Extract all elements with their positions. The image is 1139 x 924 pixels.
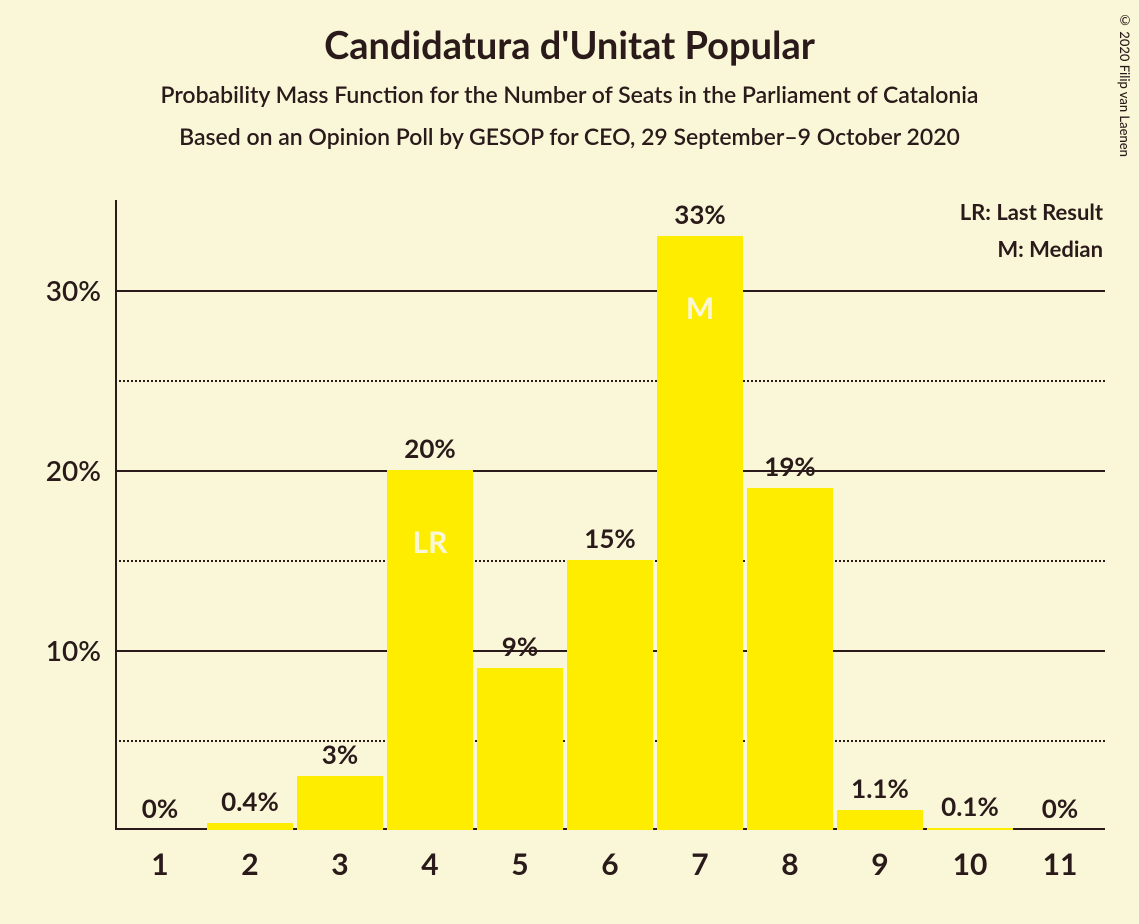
chart-title: Candidatura d'Unitat Popular	[0, 22, 1139, 68]
xtick-label: 8	[781, 830, 798, 882]
bar-value-label: 0%	[142, 792, 178, 830]
copyright-text: © 2020 Filip van Laenen	[1117, 12, 1133, 157]
bar-value-label: 19%	[764, 450, 815, 488]
bar: 19%	[747, 488, 833, 830]
bar-value-label: 0%	[1042, 792, 1078, 830]
chart-container: Candidatura d'Unitat Popular Probability…	[0, 0, 1139, 924]
gridline-major	[115, 470, 1105, 472]
chart-subtitle-1: Probability Mass Function for the Number…	[0, 80, 1139, 108]
bar-value-label: 15%	[584, 522, 635, 560]
bar: 1.1%	[837, 810, 923, 830]
bar: 3%	[297, 776, 383, 830]
title-text: Candidatura d'Unitat Popular	[324, 22, 815, 68]
ytick-label: 30%	[46, 273, 115, 307]
bar-annotation: LR	[413, 524, 448, 560]
bar-value-label: 0.4%	[221, 785, 279, 823]
subtitle1-text: Probability Mass Function for the Number…	[161, 80, 979, 108]
bar-value-label: 20%	[404, 432, 455, 470]
chart-subtitle-2: Based on an Opinion Poll by GESOP for CE…	[0, 122, 1139, 150]
bar: 0.4%	[207, 823, 293, 830]
xtick-label: 11	[1043, 830, 1078, 882]
ytick-label: 10%	[46, 633, 115, 667]
bar-value-label: 3%	[322, 738, 358, 776]
subtitle2-text: Based on an Opinion Poll by GESOP for CE…	[179, 122, 960, 150]
bar-value-label: 33%	[674, 198, 725, 236]
bar-value-label: 1.1%	[851, 772, 909, 810]
xtick-label: 4	[421, 830, 438, 882]
xtick-label: 2	[241, 830, 258, 882]
gridline-minor	[115, 380, 1105, 382]
xtick-label: 10	[953, 830, 988, 882]
plot-area: 10%20%30%0%10.4%23%320%49%515%633%719%81…	[115, 200, 1105, 830]
xtick-label: 7	[691, 830, 708, 882]
xtick-label: 5	[511, 830, 528, 882]
bar-value-label: 0.1%	[941, 790, 999, 828]
xtick-label: 3	[331, 830, 348, 882]
xtick-label: 1	[151, 830, 168, 882]
bar-value-label: 9%	[502, 630, 538, 668]
xtick-label: 6	[601, 830, 618, 882]
gridline-major	[115, 290, 1105, 292]
ytick-label: 20%	[46, 453, 115, 487]
xtick-label: 9	[871, 830, 888, 882]
bar: 9%	[477, 668, 563, 830]
bar: 15%	[567, 560, 653, 830]
bar-annotation: M	[686, 290, 714, 326]
y-axis-line	[115, 200, 117, 830]
